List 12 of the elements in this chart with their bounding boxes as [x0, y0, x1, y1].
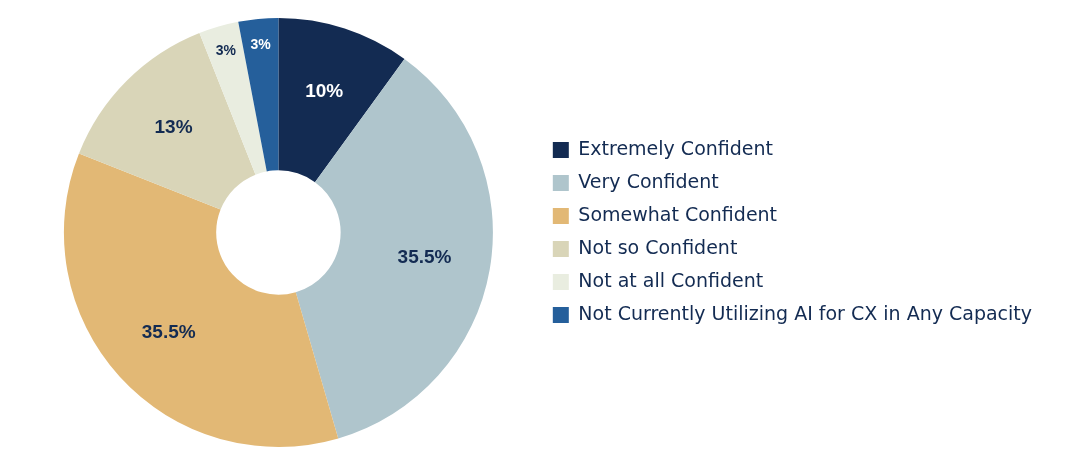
data-label: 13% — [154, 115, 193, 137]
legend-label: Not Currently Utilizing AI for CX in Any Capacity — [578, 301, 1033, 324]
data-label: 3% — [250, 35, 272, 52]
data-label: 3% — [215, 42, 237, 59]
legend-label: Very Confident — [578, 169, 719, 192]
legend-label: Somewhat Confident — [578, 202, 778, 225]
legend-label: Extremely Confident — [578, 136, 774, 159]
data-label: 35.5% — [397, 246, 452, 268]
legend-label: Not at all Confident — [578, 268, 764, 291]
data-label: 35.5% — [141, 320, 196, 342]
data-label: 10% — [305, 79, 344, 101]
legend-label: Not so Confident — [578, 235, 738, 258]
